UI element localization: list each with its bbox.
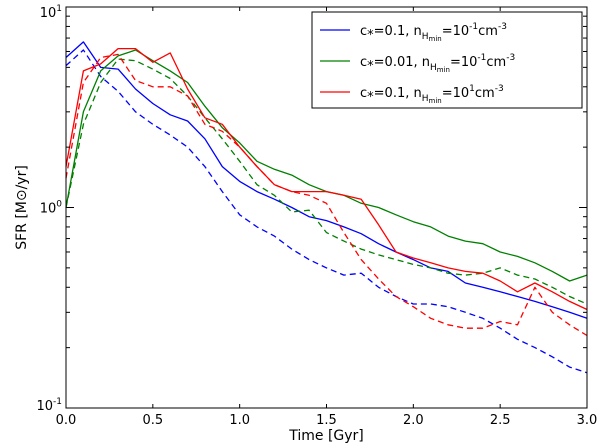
- y-tick-labels: 10-1 100 101: [36, 4, 62, 414]
- y-tick-label: 100: [40, 200, 63, 217]
- x-tick-label: 1.5: [316, 413, 337, 428]
- x-tick-labels: 0.0 0.5 1.0 1.5 2.0 2.5 3.0: [56, 413, 598, 428]
- y-tick-label: 101: [40, 4, 62, 21]
- x-tick-label: 3.0: [577, 413, 598, 428]
- x-tick-label: 0.5: [142, 413, 163, 428]
- x-tick-label: 1.0: [229, 413, 250, 428]
- x-tick-label: 2.0: [403, 413, 424, 428]
- series-line-1: [65, 41, 588, 319]
- series-line-6: [65, 53, 588, 337]
- legend-label-1: c*=0.1, nHmin=10-1cm-3: [360, 22, 507, 43]
- legend-frame: [311, 11, 583, 109]
- legend-label-3: c*=0.1, nHmin=101cm-3: [360, 84, 504, 105]
- y-axis-label: SFR [M⊙/yr]: [14, 165, 30, 250]
- x-tick-label: 2.5: [490, 413, 511, 428]
- y-tick-label: 10-1: [36, 397, 62, 414]
- series-line-5: [65, 47, 588, 311]
- series-line-4: [65, 58, 588, 305]
- x-axis-label: Time [Gyr]: [288, 428, 364, 444]
- ticks-layer: [65, 6, 588, 409]
- series-layer: [65, 41, 588, 374]
- series-line-2: [65, 49, 588, 374]
- x-tick-label: 0.0: [56, 413, 77, 428]
- legend: c*=0.1, nHmin=10-1cm-3 c*=0.01, nHmin=10-…: [311, 11, 583, 109]
- legend-label-2: c*=0.01, nHmin=10-1cm-3: [360, 53, 515, 74]
